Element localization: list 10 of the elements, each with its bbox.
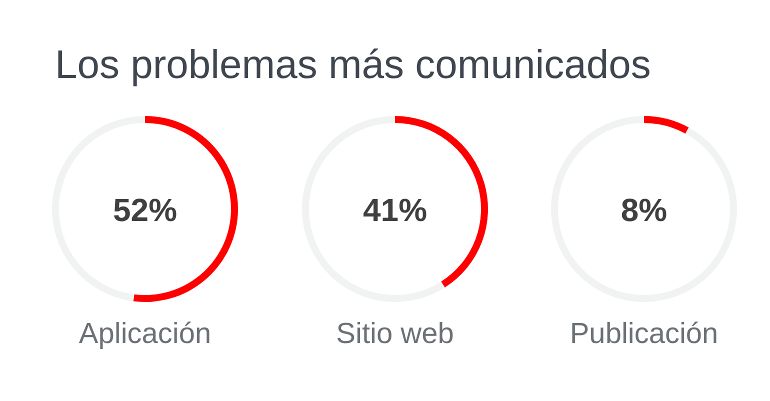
text: 8% [620, 192, 668, 228]
donut-slice [551, 116, 737, 302]
text: 52% [112, 192, 178, 228]
text: 41% [362, 192, 427, 228]
donut-slice [302, 116, 444, 302]
donut-slice [644, 116, 689, 134]
text: Sitio web [336, 318, 454, 350]
text: Aplicación [78, 318, 212, 350]
text: Publicación [570, 318, 718, 350]
text: Los problemas más comunicados [55, 43, 651, 87]
